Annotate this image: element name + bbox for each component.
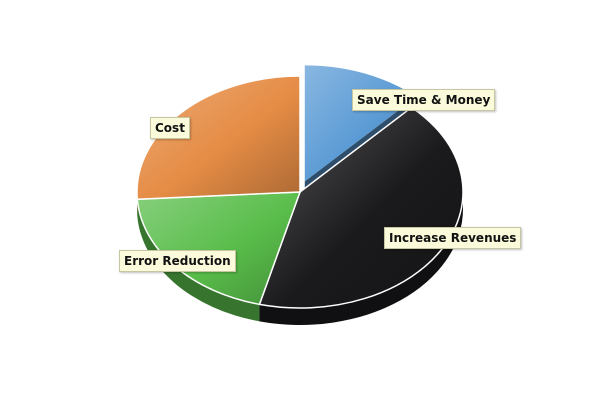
slice-label-increase-revenues: Increase Revenues <box>384 227 522 249</box>
pie-side-increase-revenues <box>259 192 463 325</box>
pie-slice-cost <box>136 75 301 201</box>
slice-label-cost: Cost <box>150 117 190 139</box>
slice-label-error-reduction: Error Reduction <box>119 250 236 272</box>
slice-label-save-time-money: Save Time & Money <box>352 89 496 111</box>
